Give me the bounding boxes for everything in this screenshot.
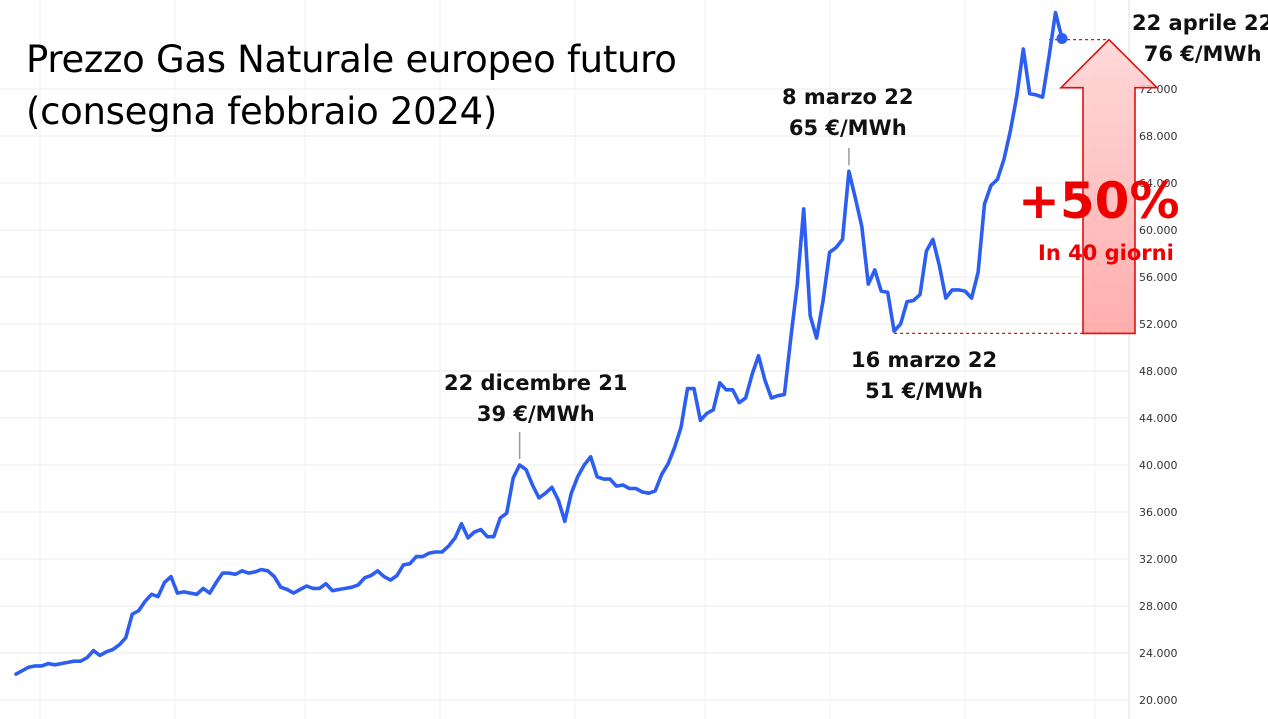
annotation-value: 76 €/MWh [1143, 42, 1262, 66]
annotation-value: 39 €/MWh [476, 402, 595, 426]
chart-subtitle: (consegna febbraio 2024) [26, 90, 497, 133]
increase-arrow [894, 38, 1159, 335]
y-tick-label: 56.000 [1139, 271, 1178, 284]
annotation-apr-22: 22 aprile 22 76 €/MWh [1132, 8, 1268, 70]
y-tick-label: 36.000 [1139, 506, 1178, 519]
y-tick-label: 40.000 [1139, 459, 1178, 472]
annotation-mar-8: 8 marzo 22 65 €/MWh [782, 82, 914, 144]
annotation-date: 22 aprile 22 [1132, 11, 1268, 35]
change-period-label: In 40 giorni [1038, 241, 1174, 265]
y-axis-ticks: 20.000 24.000 28.000 32.000 36.000 40.000 44.0… [1128, 0, 1178, 719]
y-tick-label: 60.000 [1139, 224, 1178, 237]
chart-title-block: Prezzo Gas Naturale europeo futuro (cons… [26, 34, 677, 138]
horizontal-gridlines [0, 88, 1128, 701]
annotation-date: 8 marzo 22 [782, 85, 914, 109]
annotation-date: 22 dicembre 21 [444, 371, 628, 395]
y-tick-label: 28.000 [1139, 600, 1178, 613]
annotation-leader-lines [518, 148, 850, 459]
y-tick-label: 20.000 [1139, 694, 1178, 707]
gas-price-line [14, 10, 1064, 676]
annotation-mar-16: 16 marzo 22 51 €/MWh [851, 345, 997, 407]
vertical-gridlines [39, 0, 1096, 719]
y-tick-label: 44.000 [1139, 412, 1178, 425]
y-tick-label: 48.000 [1139, 365, 1178, 378]
change-percent-label: +50% [1018, 172, 1180, 230]
annotation-date: 16 marzo 22 [851, 348, 998, 372]
y-tick-label: 68.000 [1139, 130, 1178, 143]
annotation-value: 51 €/MWh [865, 379, 983, 403]
up-arrow-shape [1059, 38, 1159, 335]
annotation-value: 65 €/MWh [788, 116, 907, 140]
last-price-dot [1056, 32, 1068, 44]
annotation-dec-21: 22 dicembre 21 39 €/MWh [444, 368, 628, 430]
y-tick-label: 64.000 [1139, 177, 1178, 190]
chart-title: Prezzo Gas Naturale europeo futuro [26, 38, 677, 81]
y-tick-label: 52.000 [1139, 318, 1178, 331]
y-tick-label: 32.000 [1139, 553, 1178, 566]
y-tick-label: 24.000 [1139, 647, 1178, 660]
